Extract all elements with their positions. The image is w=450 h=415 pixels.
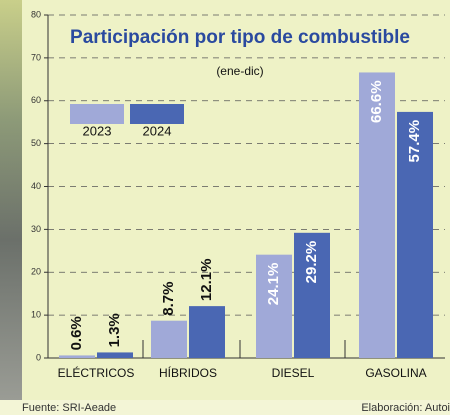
bar — [189, 306, 225, 358]
value-label: 29.2% — [303, 241, 320, 284]
value-label: 8.7% — [160, 281, 177, 315]
photo-strip — [0, 0, 22, 400]
chart-subtitle: (ene-dic) — [216, 64, 263, 78]
x-tick-label: DIESEL — [272, 366, 315, 380]
y-tick-label: 70 — [31, 52, 41, 62]
y-tick-label: 0 — [36, 352, 41, 362]
value-label: 24.1% — [265, 263, 282, 306]
y-tick-label: 10 — [31, 310, 41, 320]
legend-swatch — [130, 104, 184, 124]
page: {"chart_data": {"type": "bar", "title": … — [0, 0, 450, 415]
y-tick-label: 40 — [31, 181, 41, 191]
chart: Participación por tipo de combustible (e… — [0, 0, 450, 415]
bar — [59, 355, 95, 358]
x-tick-label: HÍBRIDOS — [159, 365, 217, 380]
bar — [151, 321, 187, 358]
value-label: 66.6% — [368, 80, 385, 123]
legend-label: 2024 — [143, 123, 172, 138]
value-label: 0.6% — [68, 316, 85, 350]
x-tick-label: ELÉCTRICOS — [58, 365, 135, 380]
y-tick-label: 60 — [31, 95, 41, 105]
y-tick-label: 80 — [31, 9, 41, 19]
value-label: 57.4% — [406, 120, 423, 163]
y-tick-label: 50 — [31, 138, 41, 148]
chart-title: Participación por tipo de combustible — [70, 27, 410, 48]
x-tick-label: GASOLINA — [365, 366, 426, 380]
y-tick-label: 20 — [31, 267, 41, 277]
legend-label: 2023 — [83, 123, 112, 138]
bar — [97, 352, 133, 358]
value-label: 1.3% — [106, 313, 123, 347]
y-tick-label: 30 — [31, 224, 41, 234]
value-label: 12.1% — [198, 259, 215, 302]
legend-swatch — [70, 104, 124, 124]
source: Fuente: SRI-Aeade — [22, 402, 116, 414]
credit: Elaboración: Autoi — [361, 402, 450, 414]
